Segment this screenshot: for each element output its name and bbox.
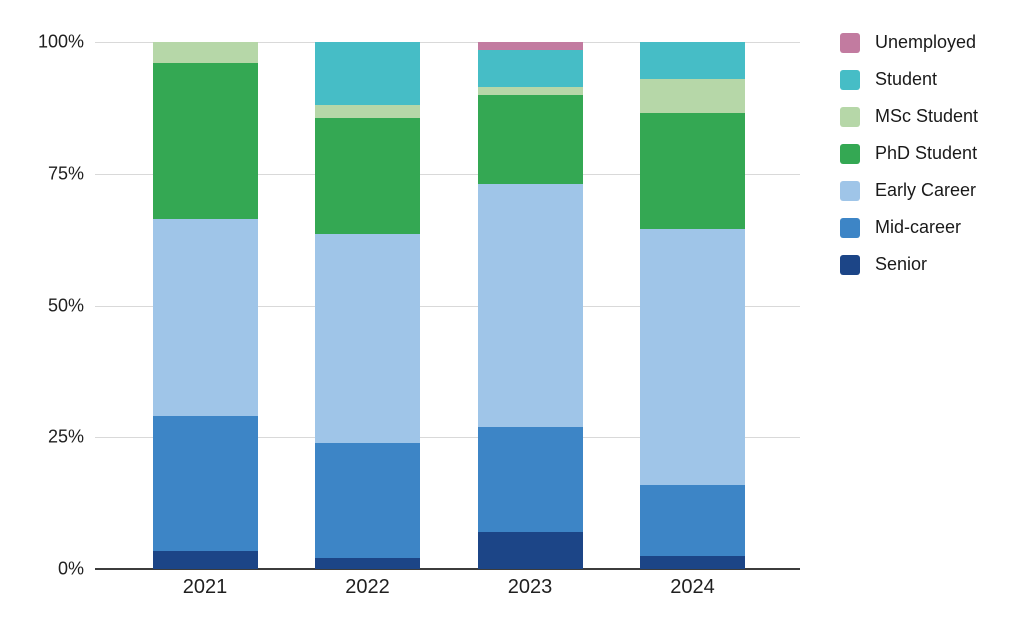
- legend-item-senior: Senior: [840, 246, 978, 283]
- segment-senior: [315, 558, 420, 569]
- gridline-100pct: [95, 42, 800, 43]
- x-tick-label: 2021: [182, 576, 228, 598]
- segment-msc-student: [477, 86, 583, 95]
- legend-item-student: Student: [840, 61, 978, 98]
- segment-phd-student: [152, 63, 258, 219]
- segment-msc-student: [152, 42, 258, 64]
- segment-mid-career: [640, 484, 745, 556]
- x-tick-label: 2023: [507, 576, 553, 598]
- segment-unemployed: [477, 42, 583, 50]
- bar-2021: [152, 42, 258, 569]
- y-axis-labels: 0% 25% 50% 75% 100%: [0, 32, 84, 579]
- x-axis-line: [95, 568, 800, 570]
- segment-msc-student: [315, 105, 420, 119]
- legend-label: Unemployed: [875, 32, 977, 52]
- segment-msc-student: [640, 78, 745, 114]
- segment-mid-career: [477, 426, 583, 533]
- segment-mid-career: [152, 416, 258, 551]
- y-tick-label: 25%: [47, 426, 84, 447]
- legend-item-unemployed: Unemployed: [840, 24, 978, 61]
- legend-label: PhD Student: [875, 143, 978, 163]
- legend-swatch-icon: [840, 69, 860, 90]
- segment-student: [640, 42, 745, 79]
- legend-swatch-icon: [840, 32, 860, 53]
- segment-senior: [152, 550, 258, 569]
- legend-swatch-icon: [840, 106, 860, 127]
- segment-mid-career: [315, 442, 420, 559]
- y-tick-label: 0%: [57, 558, 84, 579]
- segment-senior: [640, 555, 745, 569]
- x-tick-label: 2024: [670, 576, 715, 598]
- bar-2024: [640, 42, 745, 569]
- y-tick-label: 100%: [37, 31, 84, 52]
- legend-swatch-icon: [840, 180, 860, 201]
- segment-student: [477, 49, 583, 87]
- y-tick-label: 50%: [47, 295, 84, 315]
- legend-label: Student: [875, 69, 938, 89]
- legend-item-early-career: Early Career: [840, 172, 978, 209]
- legend-label: Mid-career: [875, 217, 962, 237]
- legend-swatch-icon: [840, 217, 860, 238]
- segment-early-career: [477, 184, 583, 427]
- legend-item-phd-student: PhD Student: [840, 135, 978, 172]
- segment-phd-student: [640, 113, 745, 230]
- segment-senior: [477, 532, 583, 569]
- segment-early-career: [152, 218, 258, 417]
- plot-area: [95, 42, 800, 570]
- legend-label: Early Career: [875, 180, 977, 200]
- chart-legend: Unemployed Student MSc Student PhD Student E…: [840, 24, 978, 283]
- x-axis-labels: 2021 2022 2023 2024: [95, 576, 800, 602]
- x-tick-label: 2022: [345, 576, 390, 598]
- legend-item-msc-student: MSc Student: [840, 98, 978, 135]
- segment-phd-student: [477, 94, 583, 185]
- gridline-50pct: [95, 305, 800, 307]
- bar-2022: [315, 42, 420, 569]
- segment-phd-student: [315, 118, 420, 235]
- legend-label: Senior: [875, 254, 928, 274]
- segment-early-career: [315, 234, 420, 443]
- y-tick-label: 75%: [47, 163, 84, 184]
- legend-swatch-icon: [840, 254, 860, 275]
- legend-swatch-icon: [840, 143, 860, 164]
- gridline-75pct: [95, 173, 800, 175]
- legend-label: MSc Student: [875, 106, 979, 126]
- gridline-25pct: [95, 437, 800, 439]
- legend-item-mid-career: Mid-career: [840, 209, 978, 246]
- segment-student: [315, 42, 420, 106]
- bar-2023: [477, 42, 583, 569]
- segment-early-career: [640, 229, 745, 485]
